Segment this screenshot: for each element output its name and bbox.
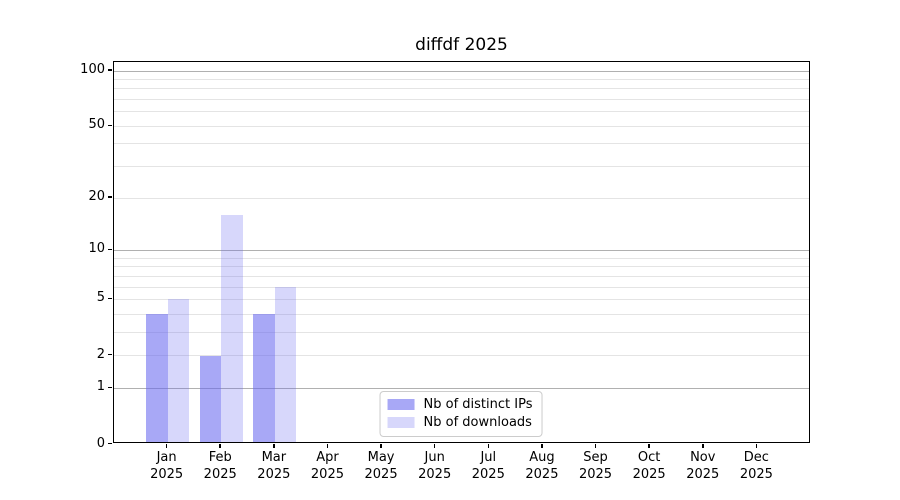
x-tick-label-jul: Jul 2025	[460, 450, 516, 483]
y-tick-mark-5	[108, 297, 112, 300]
x-tick-year: 2025	[257, 466, 291, 482]
gridline-minor-80	[114, 88, 809, 90]
gridline-minor-20	[114, 197, 809, 199]
x-tick-year: 2025	[471, 466, 505, 482]
y-tick-mark-100	[108, 69, 112, 71]
x-tick-month: Aug	[529, 450, 555, 465]
legend-label-downloads: Nb of downloads	[423, 415, 532, 430]
y-tick-mark-20	[108, 196, 112, 198]
x-tick-month: Dec	[743, 450, 769, 465]
x-tick-year: 2025	[310, 466, 344, 482]
x-tick-month: Feb	[208, 450, 232, 465]
legend-swatch-downloads	[387, 417, 415, 428]
y-tick-mark-1	[108, 386, 112, 389]
y-tick-label-100: 100	[80, 62, 105, 77]
chart-title: diffdf 2025	[415, 35, 508, 55]
x-tick-year: 2025	[150, 466, 184, 482]
x-tick-label-sep: Sep 2025	[568, 450, 624, 483]
x-tick-month: Sep	[583, 450, 608, 465]
x-tick-month: Jan	[156, 450, 177, 465]
x-tick-month: Jul	[480, 450, 497, 465]
y-tick-mark-10	[108, 248, 112, 251]
x-tick-label-jan: Jan 2025	[139, 450, 195, 483]
legend-swatch-distinct-ips	[387, 399, 415, 410]
x-tick-mark-dec	[755, 443, 758, 448]
legend: Nb of distinct IPs Nb of downloads	[379, 391, 543, 437]
x-tick-label-may: May 2025	[353, 450, 409, 483]
x-tick-mark-apr	[326, 443, 329, 448]
gridline-minor-40	[114, 143, 809, 145]
x-tick-year: 2025	[203, 466, 237, 482]
x-tick-mark-nov	[702, 443, 704, 448]
y-tick-label-5: 5	[96, 290, 105, 306]
y-tick-mark-50	[108, 124, 112, 127]
x-tick-mark-jul	[487, 443, 490, 448]
x-tick-month: Jun	[424, 450, 445, 465]
gridline-minor-30	[114, 166, 809, 168]
x-tick-mark-jun	[433, 443, 436, 448]
bar-distinct-ips-jan	[146, 314, 168, 443]
x-tick-label-feb: Feb 2025	[192, 450, 248, 483]
x-tick-year: 2025	[686, 466, 720, 482]
bar-downloads-feb	[221, 215, 243, 443]
x-tick-mark-feb	[219, 443, 221, 448]
plot-area	[113, 61, 810, 443]
x-tick-label-nov: Nov 2025	[675, 450, 731, 483]
x-tick-year: 2025	[364, 466, 398, 482]
x-tick-label-mar: Mar 2025	[246, 450, 302, 483]
x-tick-mark-may	[380, 443, 382, 448]
bar-distinct-ips-feb	[199, 355, 222, 443]
x-tick-year: 2025	[525, 466, 559, 482]
gridline-minor-8	[114, 266, 809, 268]
y-tick-mark-2	[108, 353, 112, 356]
legend-row-1: Nb of downloads	[387, 415, 533, 430]
x-tick-mark-jan	[165, 443, 168, 448]
gridline-minor-90	[114, 78, 809, 80]
gridline-minor-3	[114, 331, 809, 333]
x-tick-month: Oct	[637, 450, 661, 465]
x-tick-label-oct: Oct 2025	[621, 450, 677, 483]
x-tick-year: 2025	[578, 466, 613, 482]
y-tick-label-0: 0	[96, 435, 105, 451]
legend-row-0: Nb of distinct IPs	[387, 397, 533, 412]
x-tick-month: Nov	[690, 450, 716, 465]
gridline-major-10	[114, 249, 809, 251]
y-tick-mark-0	[108, 442, 112, 445]
bar-downloads-mar	[274, 287, 297, 443]
gridline-minor-6	[114, 286, 809, 288]
bar-downloads-jan	[167, 299, 190, 443]
gridline-minor-2	[114, 355, 809, 357]
x-tick-month: May	[367, 450, 395, 465]
gridline-minor-50	[114, 125, 809, 127]
y-tick-label-20: 20	[88, 189, 105, 205]
gridline-minor-5	[114, 298, 809, 300]
x-tick-mark-oct	[648, 443, 650, 448]
gridline-minor-60	[114, 111, 809, 113]
x-tick-month: Mar	[261, 450, 287, 465]
bar-distinct-ips-mar	[253, 314, 275, 443]
x-tick-label-apr: Apr 2025	[299, 450, 355, 483]
gridline-major-1	[114, 387, 809, 389]
x-tick-label-dec: Dec 2025	[728, 450, 784, 483]
x-tick-month: Apr	[316, 450, 339, 465]
x-tick-mark-mar	[273, 443, 275, 448]
y-tick-label-2: 2	[96, 346, 105, 362]
x-tick-year: 2025	[739, 466, 773, 482]
gridline-minor-9	[114, 257, 809, 259]
gridline-minor-7	[114, 275, 809, 277]
x-tick-label-aug: Aug 2025	[514, 450, 570, 483]
x-tick-label-jun: Jun 2025	[407, 450, 463, 483]
x-tick-year: 2025	[632, 466, 666, 482]
x-tick-mark-aug	[541, 443, 543, 448]
gridline-minor-70	[114, 99, 809, 101]
gridline-minor-4	[114, 313, 809, 315]
y-tick-label-50: 50	[88, 117, 105, 133]
gridline-major-100	[114, 70, 809, 72]
y-tick-label-1: 1	[96, 379, 105, 395]
x-tick-year: 2025	[418, 466, 452, 482]
y-tick-label-10: 10	[88, 241, 105, 257]
x-tick-mark-sep	[594, 443, 597, 448]
legend-label-distinct-ips: Nb of distinct IPs	[423, 397, 533, 412]
